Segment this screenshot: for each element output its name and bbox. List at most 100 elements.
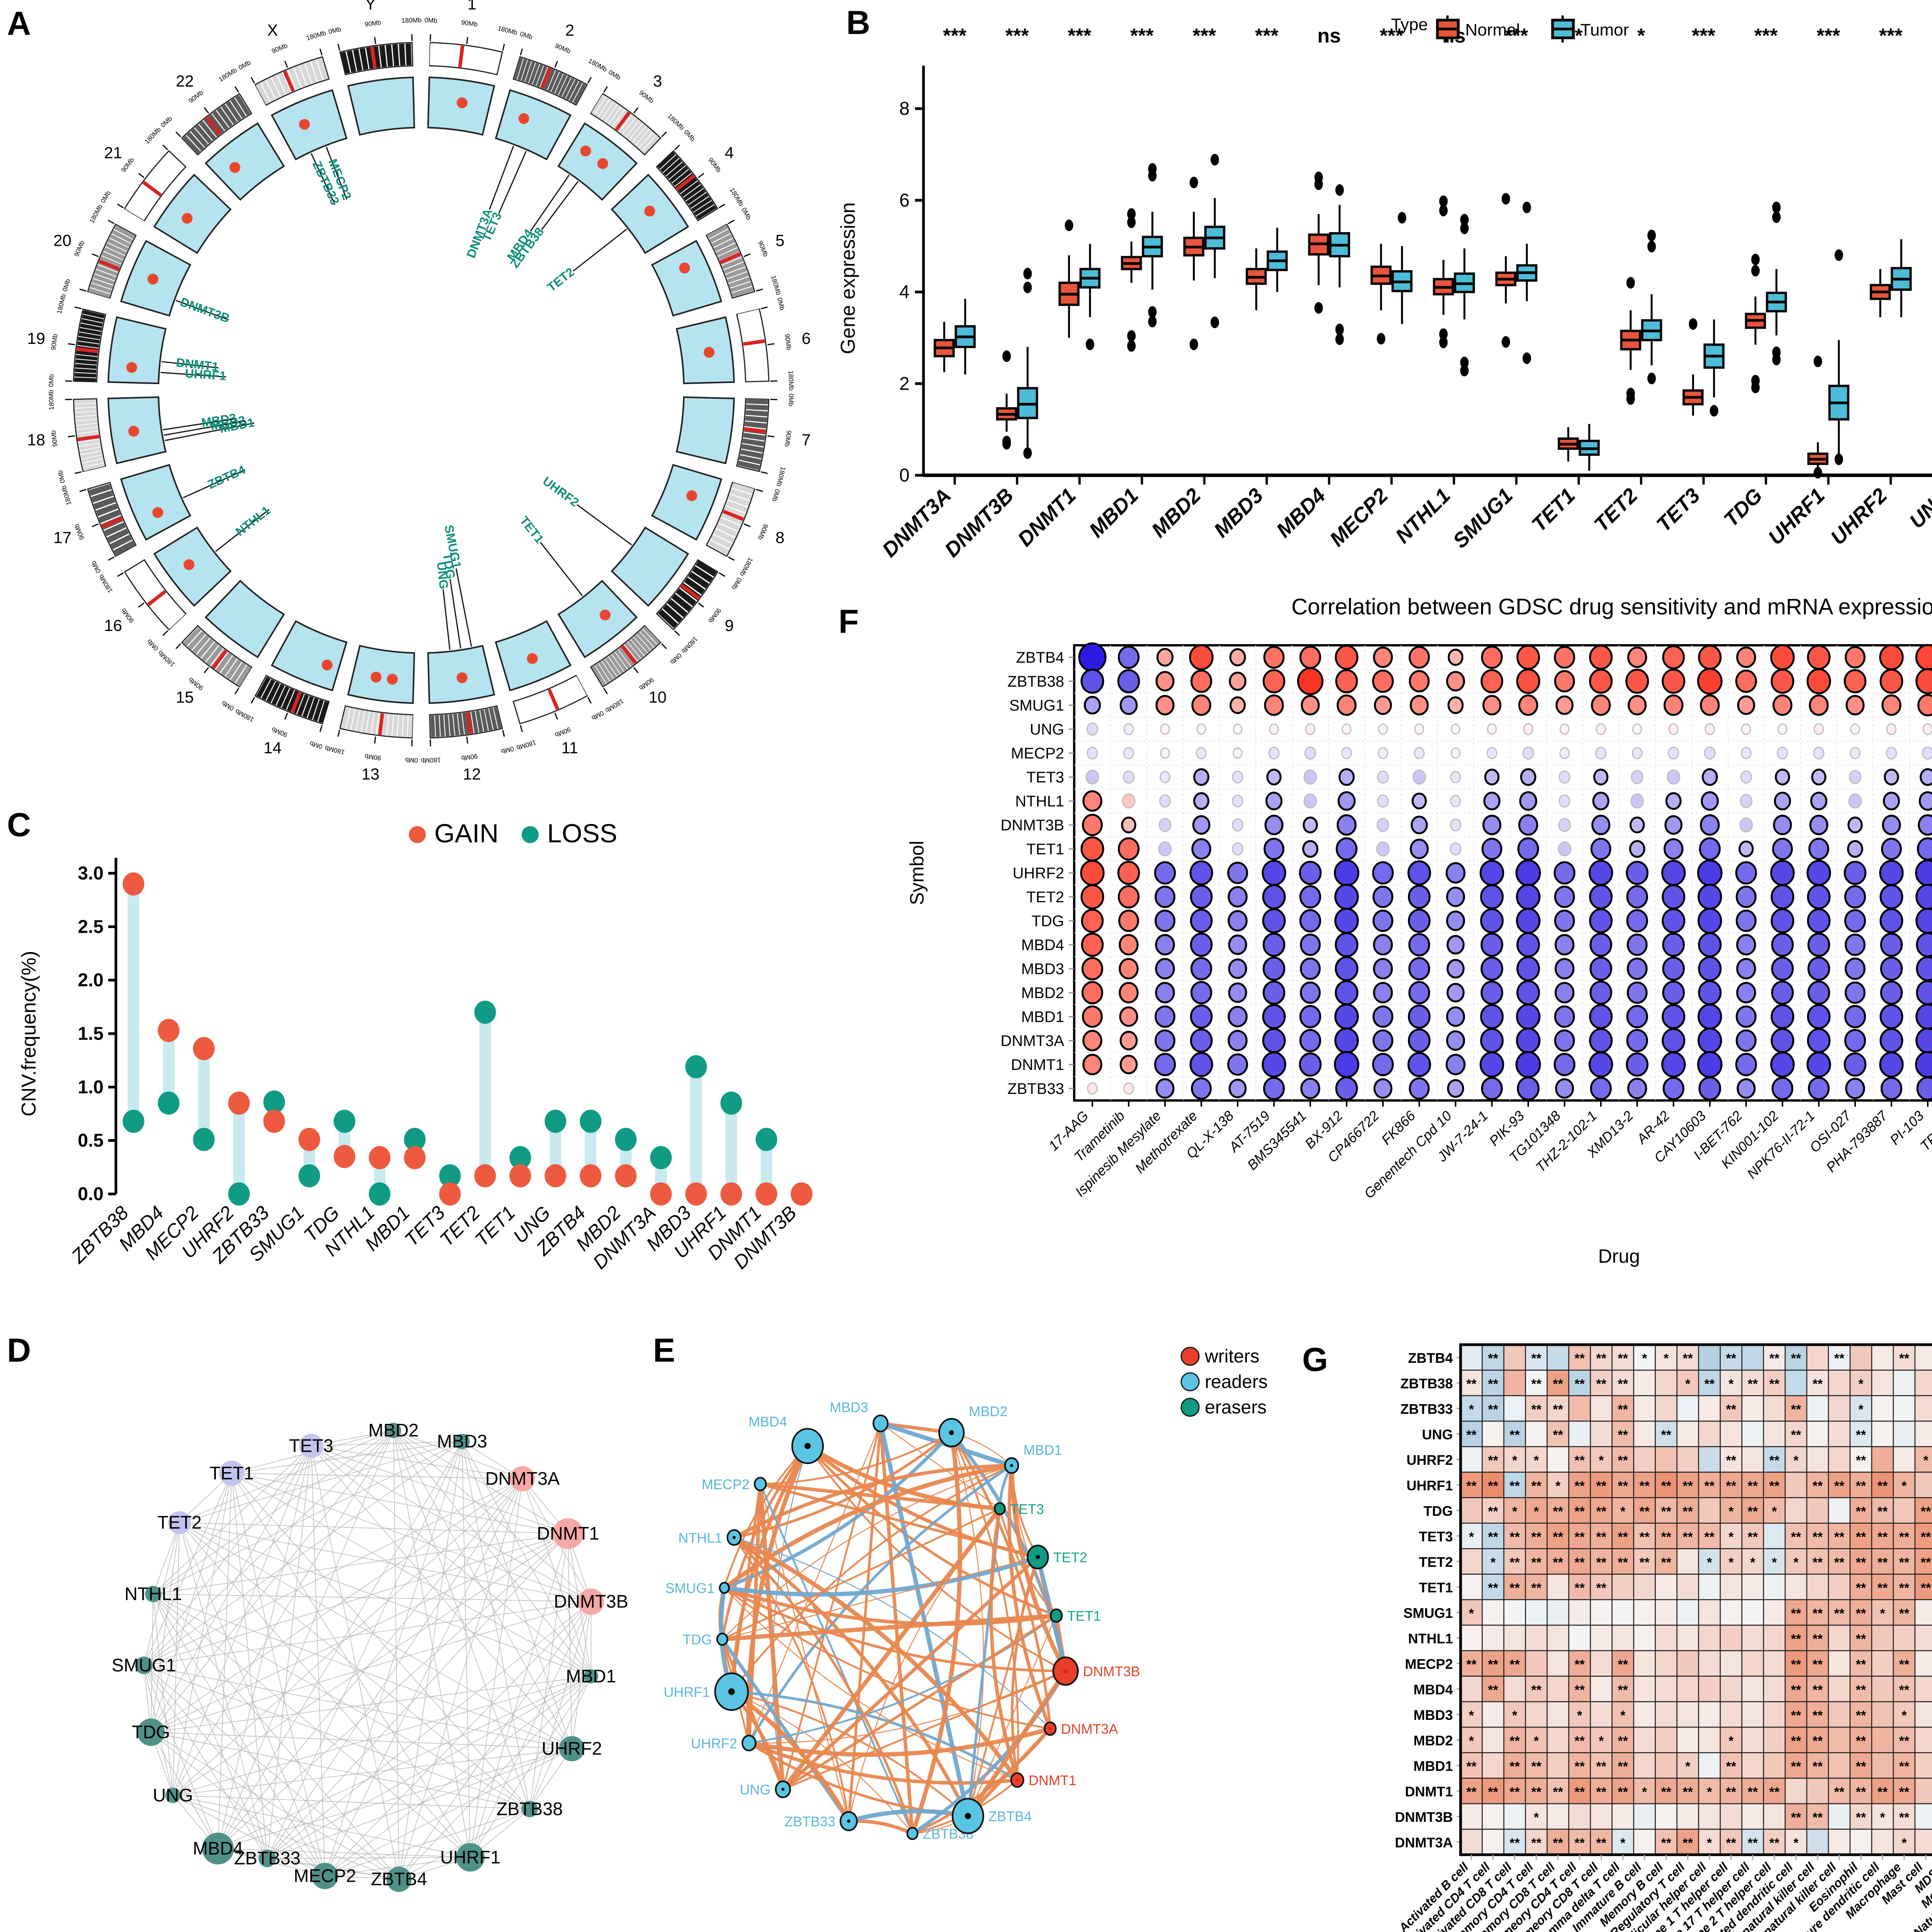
network-node-label: NTHL1 (124, 1584, 182, 1604)
g-cell (1481, 1777, 1505, 1804)
f-bubble (1123, 1082, 1134, 1095)
f-bubble (1482, 815, 1502, 835)
g-cell (1719, 1548, 1743, 1575)
g-cell (1763, 1701, 1786, 1728)
f-bubble (1880, 980, 1903, 1005)
g-cell (1546, 1395, 1570, 1422)
network-node-label: TET3 (289, 1435, 333, 1456)
f-bubble (1589, 645, 1613, 670)
f-bubble (1412, 769, 1426, 785)
g-significance: ** (1661, 1504, 1672, 1519)
f-bubble (1590, 838, 1611, 860)
g-significance: ** (1813, 1683, 1823, 1697)
f-bubble (1880, 956, 1903, 981)
g-significance: * (1728, 1377, 1734, 1391)
g-cell (1806, 1369, 1829, 1396)
g-significance: ** (1596, 1351, 1607, 1366)
circos-gene-label: TET1 (517, 514, 547, 546)
g-significance: ** (1683, 1530, 1693, 1544)
g-cell (1503, 1701, 1526, 1728)
cnv-marker (182, 213, 193, 224)
circos-tick-label: 0Mb (519, 30, 533, 41)
g-cell (1784, 1777, 1808, 1804)
g-cell (1784, 1650, 1808, 1677)
x-tick-label: MBD1 (1085, 484, 1143, 542)
g-cell (1828, 1828, 1851, 1855)
f-bubble (1627, 934, 1648, 956)
f-bubble (1082, 1030, 1102, 1051)
g-significance: ** (1575, 1530, 1585, 1544)
network-node (259, 1849, 276, 1867)
chromosome-band (651, 240, 723, 317)
significance-marker: ns (1317, 25, 1341, 47)
g-cell (1784, 1573, 1808, 1600)
f-bubble (1518, 694, 1538, 716)
f-bubble (1697, 668, 1723, 695)
g-significance: ** (1596, 1479, 1607, 1493)
g-significance: ** (1466, 1428, 1477, 1442)
f-bubble (1589, 1004, 1613, 1029)
g-significance: ** (1921, 1555, 1931, 1570)
f-bubble (1697, 1027, 1722, 1054)
gain-dot (369, 1146, 391, 1169)
f-bubble (1480, 669, 1503, 694)
f-bubble (1698, 932, 1722, 957)
g-cell (1633, 1420, 1656, 1447)
network-edge (847, 1819, 914, 1835)
f-bubble (1266, 769, 1282, 786)
f-bubble (1334, 884, 1359, 910)
g-cell (1914, 1599, 1932, 1626)
g-significance: ** (1661, 1530, 1672, 1544)
f-bubble (1410, 815, 1428, 835)
g-significance: * (1707, 1555, 1712, 1570)
g-significance: ** (1575, 1504, 1585, 1519)
outlier-point (1834, 453, 1843, 465)
circos-tick-label: 180Mb (218, 66, 238, 83)
cnv-marker (686, 490, 697, 501)
network-edge (1007, 1464, 1052, 1731)
g-row-label: MBD4 (1413, 1682, 1453, 1697)
g-cell (1460, 1573, 1483, 1600)
f-row-label: DNMT3B (1001, 817, 1064, 834)
chromosome-label: 3 (653, 72, 662, 90)
outlier-point (1127, 216, 1136, 228)
g-cell (1460, 1803, 1483, 1830)
f-bubble (1741, 747, 1752, 759)
g-cell (1481, 1573, 1505, 1600)
circos-tick-label: 180Mb (60, 485, 73, 506)
significance-marker: *** (1005, 25, 1029, 47)
f-bubble (1410, 695, 1429, 716)
f-bubble (1915, 859, 1932, 886)
g-cell (1568, 1395, 1591, 1422)
outlier-point (1398, 212, 1406, 224)
g-cell (1546, 1803, 1570, 1830)
f-bubble (1915, 1051, 1932, 1078)
panel-a-label: A (7, 5, 31, 42)
g-cell (1784, 1497, 1808, 1524)
g-cell (1503, 1420, 1526, 1447)
g-cell (1849, 1624, 1872, 1651)
network-node (454, 1434, 470, 1449)
g-cell (1655, 1522, 1678, 1549)
f-row-label: TDG (1032, 913, 1064, 930)
network-edge (781, 1555, 1040, 1791)
f-bubble (1117, 861, 1140, 885)
f-bubble (1119, 1031, 1138, 1051)
g-significance: * (1772, 1555, 1777, 1570)
f-bubble (1262, 1028, 1286, 1053)
f-bubble (1373, 1078, 1393, 1099)
loss-dot (474, 1000, 496, 1024)
g-cell (1590, 1701, 1613, 1728)
g-cell (1914, 1752, 1932, 1779)
g-significance: ** (1704, 1479, 1715, 1493)
g-significance: * (1707, 1785, 1712, 1799)
g-cell (1503, 1344, 1526, 1371)
g-cell (1763, 1599, 1786, 1626)
g-cell (1503, 1446, 1526, 1473)
f-bubble (1299, 909, 1321, 933)
f-bubble (1451, 723, 1461, 735)
g-cell (1655, 1803, 1678, 1830)
circos-tick-label: 90Mb (270, 726, 289, 739)
f-bubble (1409, 1077, 1430, 1100)
g-cell (1568, 1675, 1591, 1702)
